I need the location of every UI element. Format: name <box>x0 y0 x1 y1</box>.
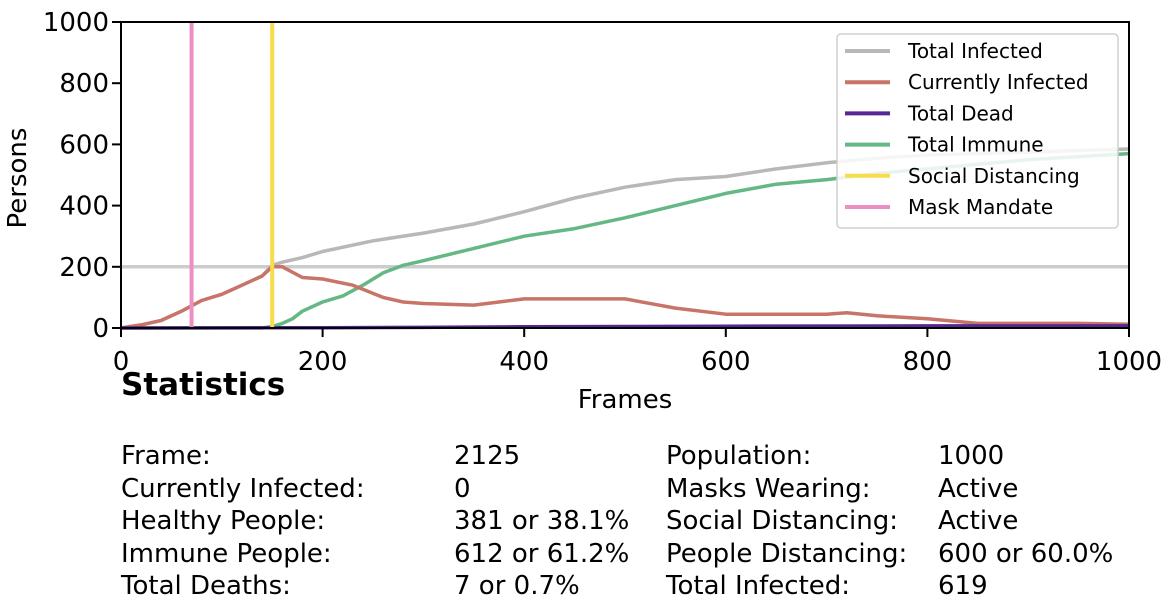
legend-label: Social Distancing <box>908 164 1080 188</box>
stat-label: Total Deaths: <box>121 571 291 601</box>
stat-value: Active <box>938 506 1019 536</box>
stat-value: 619 <box>938 571 988 601</box>
legend: Total Infected Currently Infected Total De… <box>836 33 1119 229</box>
x-tick-label: 1000 <box>1096 347 1162 377</box>
legend-label: Currently Infected <box>908 70 1089 94</box>
stat-value: 1000 <box>938 441 1005 471</box>
y-tick-label: 800 <box>59 69 109 99</box>
legend-label: Total Infected <box>907 39 1043 63</box>
y-tick-label: 1000 <box>43 8 109 38</box>
stat-label: People Distancing: <box>666 538 908 569</box>
stat-value: 381 or 38.1% <box>454 506 630 536</box>
stat-label: Immune People: <box>121 538 332 569</box>
stat-label: Population: <box>666 441 812 471</box>
x-axis-label: Frames <box>578 385 673 415</box>
y-tick-label: 400 <box>59 192 109 222</box>
x-tick-label: 600 <box>701 347 751 377</box>
legend-label: Total Immune <box>907 133 1044 157</box>
y-tick-label: 600 <box>59 130 109 160</box>
stat-value: 7 or 0.7% <box>454 571 580 601</box>
x-tick-label: 800 <box>903 347 953 377</box>
y-tick-label: 0 <box>92 314 109 344</box>
stat-label: Healthy People: <box>121 506 326 536</box>
stat-value: 600 or 60.0% <box>938 538 1114 569</box>
chart: 0 200 400 600 800 1000 0 200 400 600 800 1000 Frame… <box>3 8 1162 415</box>
stat-label: Total Infected: <box>666 571 851 601</box>
y-tick-label: 200 <box>59 253 109 283</box>
axes: 0 200 400 600 800 1000 0 200 400 600 800 1000 <box>43 8 1162 377</box>
stat-value: Active <box>938 473 1019 504</box>
statistics-title: Statistics <box>121 367 286 403</box>
legend-label: Mask Mandate <box>908 195 1053 219</box>
stat-label: Frame: <box>121 441 211 471</box>
stat-label: Social Distancing: <box>666 506 899 536</box>
y-axis-label: Persons <box>3 128 33 229</box>
x-tick-label: 400 <box>499 347 549 377</box>
x-tick-label: 200 <box>298 347 348 377</box>
plot-frame <box>120 21 1130 329</box>
x-tick-label: 0 <box>113 347 130 377</box>
stat-value: 2125 <box>454 441 521 471</box>
legend-box <box>836 33 1119 229</box>
legend-label: Total Dead <box>907 101 1014 125</box>
stat-label: Currently Infected: <box>121 473 365 504</box>
stat-value: 612 or 61.2% <box>454 538 630 569</box>
stat-label: Masks Wearing: <box>666 473 871 504</box>
stat-value: 0 <box>454 473 471 504</box>
series-line-currently-infected <box>120 265 1130 330</box>
